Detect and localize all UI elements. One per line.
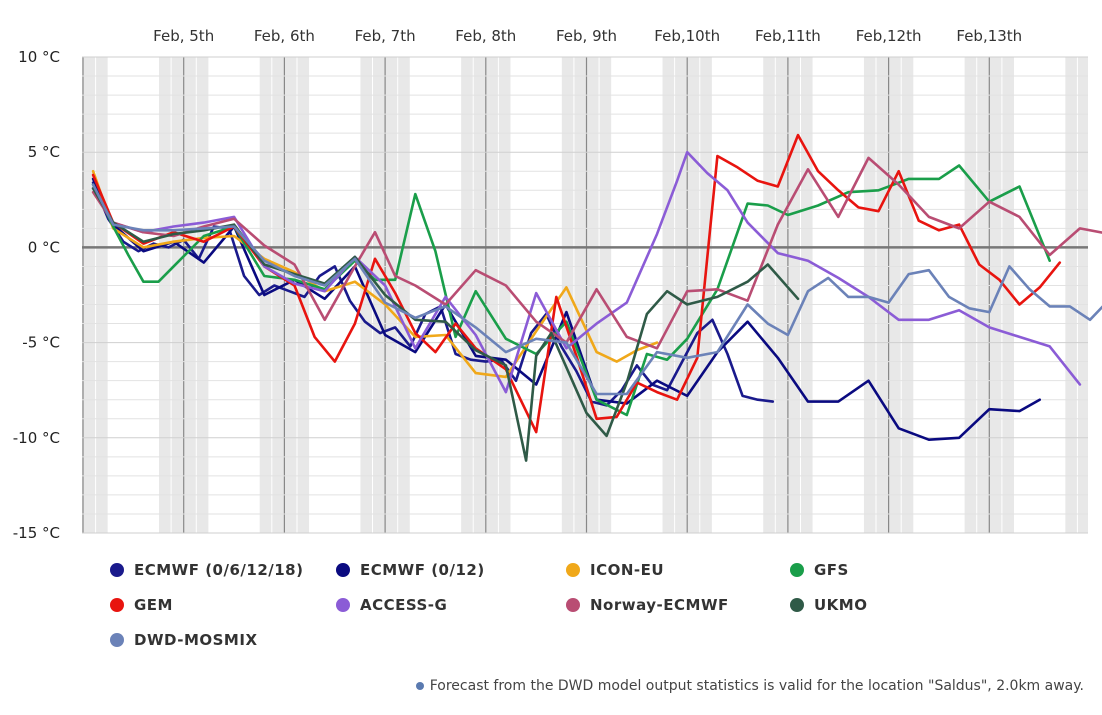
legend-label: Norway-ECMWF xyxy=(590,596,729,614)
legend-label: ACCESS-G xyxy=(360,596,448,614)
legend-marker-icon xyxy=(790,598,804,612)
legend-marker-icon xyxy=(566,598,580,612)
x-tick-label: Feb,11th xyxy=(755,27,821,45)
footnote-bullet-icon xyxy=(415,682,424,690)
x-tick-label: Feb,12th xyxy=(856,27,922,45)
legend-item-ecmwf-6h[interactable]: ECMWF (0/6/12/18) xyxy=(110,552,303,588)
x-tick-label: Feb, 6th xyxy=(254,27,315,45)
x-tick-label: Feb, 8th xyxy=(455,27,516,45)
legend-marker-icon xyxy=(110,633,124,647)
legend-item-gem[interactable]: GEM xyxy=(110,587,173,623)
x-axis-ticks: Feb, 5th Feb, 6th Feb, 7th Feb, 8th Feb, 9th… xyxy=(153,27,1022,45)
legend-label: DWD-MOSMIX xyxy=(134,631,258,649)
series-lines xyxy=(91,133,1102,462)
y-tick-label: 5 °C xyxy=(28,143,60,161)
legend-marker-icon xyxy=(790,563,804,577)
x-tick-label: Feb, 9th xyxy=(556,27,617,45)
series-line-ecmwf-0-12- xyxy=(91,177,1041,442)
footnote-text: Forecast from the DWD model output stati… xyxy=(429,678,1084,694)
legend: ECMWF (0/6/12/18) ECMWF (0/12) ICON-EU G… xyxy=(110,552,1070,662)
legend-marker-icon xyxy=(336,598,350,612)
legend-label: UKMO xyxy=(814,596,868,614)
legend-item-dwd-mosmix[interactable]: DWD-MOSMIX xyxy=(110,622,258,658)
temperature-chart: 10 °C5 °C0 °C-5 °C-10 °C-15 °C Feb, 5th F… xyxy=(13,27,1102,542)
legend-marker-icon xyxy=(336,563,350,577)
y-tick-label: -15 °C xyxy=(13,524,60,542)
legend-marker-icon xyxy=(566,563,580,577)
x-tick-label: Feb, 7th xyxy=(355,27,416,45)
legend-item-gfs[interactable]: GFS xyxy=(790,552,849,588)
x-tick-label: Feb,13th xyxy=(956,27,1022,45)
legend-label: GEM xyxy=(134,596,173,614)
x-tick-label: Feb,10th xyxy=(654,27,720,45)
series-line-norway-ecmwf xyxy=(91,156,1102,350)
legend-item-access-g[interactable]: ACCESS-G xyxy=(336,587,447,623)
x-tick-label: Feb, 5th xyxy=(153,27,214,45)
legend-item-norway-ecmwf[interactable]: Norway-ECMWF xyxy=(566,587,729,623)
legend-label: ICON-EU xyxy=(590,561,665,579)
legend-marker-icon xyxy=(110,598,124,612)
legend-marker-icon xyxy=(110,563,124,577)
y-tick-label: 10 °C xyxy=(18,48,60,66)
legend-item-ecmwf-12h[interactable]: ECMWF (0/12) xyxy=(336,552,485,588)
legend-label: ECMWF (0/12) xyxy=(360,561,485,579)
legend-item-ukmo[interactable]: UKMO xyxy=(790,587,867,623)
y-tick-label: -10 °C xyxy=(13,429,60,447)
night-band xyxy=(1064,57,1088,533)
series-line-dwd-mosmix xyxy=(91,183,1102,396)
legend-label: GFS xyxy=(814,561,849,579)
legend-item-icon-eu[interactable]: ICON-EU xyxy=(566,552,664,588)
y-tick-label: -5 °C xyxy=(22,334,60,352)
series-line-gem xyxy=(91,133,1062,434)
footnote: Forecast from the DWD model output stati… xyxy=(415,678,1084,694)
night-shading xyxy=(82,57,1088,533)
y-axis-ticks: 10 °C 5 °C 0 °C -5 °C -10 °C -15 °C xyxy=(13,48,60,542)
legend-label: ECMWF (0/6/12/18) xyxy=(134,561,304,579)
y-tick-label: 0 °C xyxy=(28,238,60,256)
